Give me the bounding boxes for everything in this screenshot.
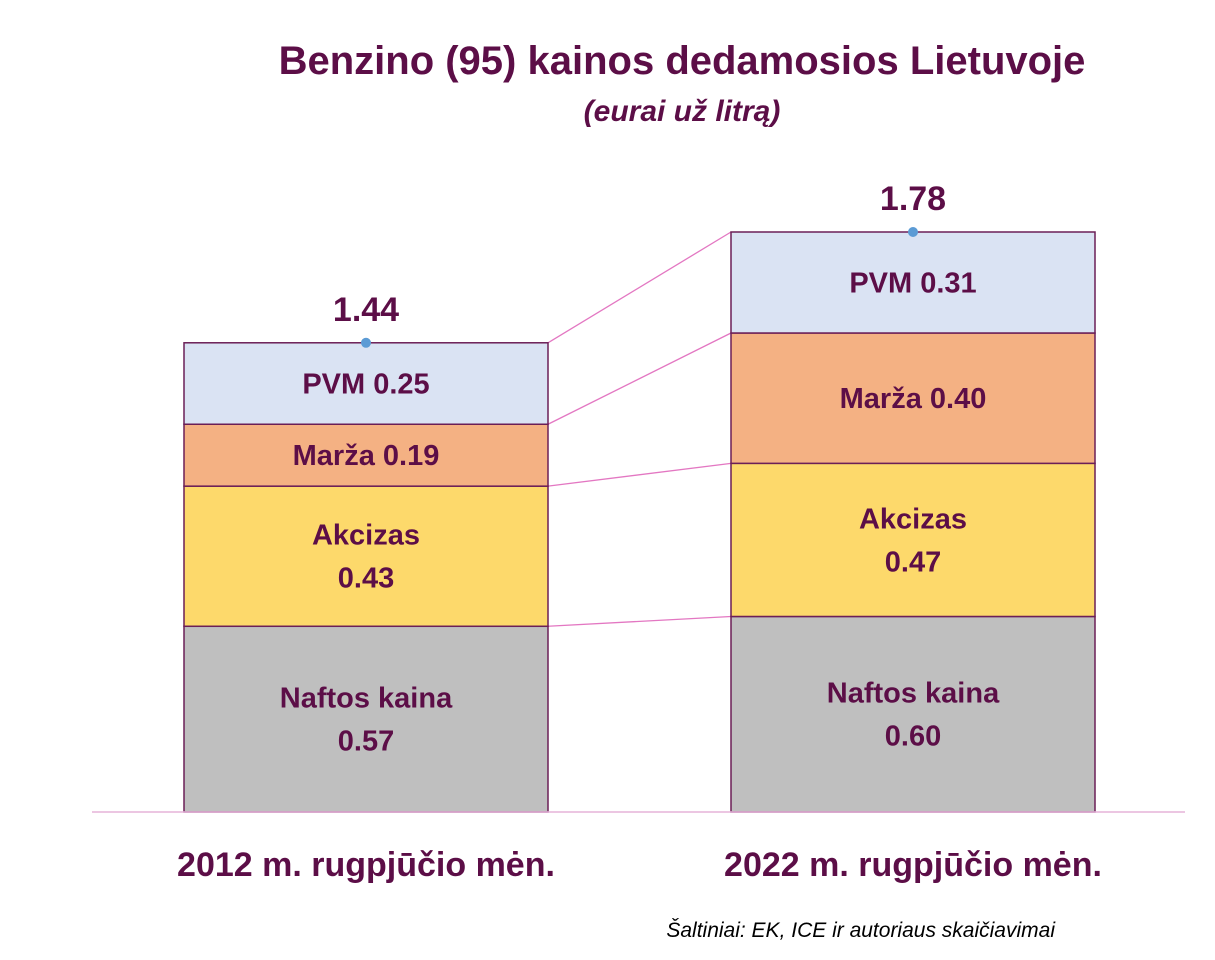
category-labels: 2012 m. rugpjūčio mėn. 2022 m. rugpjūčio … <box>177 846 1102 884</box>
segment-label-naftos-kaina-2: 0.60 <box>885 721 941 753</box>
bar-segment-pvm-2 <box>730 231 1096 334</box>
bar-segment-naftos-kaina-2 <box>730 615 1096 813</box>
connector-line-naftos-kaina <box>547 615 732 627</box>
total-marker-1 <box>361 337 371 348</box>
category-label-1: 2012 m. rugpjūčio mėn. <box>177 846 555 884</box>
total-labels: 1.44 1.78 <box>333 180 946 348</box>
segment-label-marza-2: Marža 0.40 <box>840 383 987 415</box>
bar-segment-pvm-1 <box>183 342 549 425</box>
total-label-1: 1.44 <box>333 291 399 329</box>
segment-label-pvm-1: PVM 0.25 <box>302 369 429 401</box>
category-label-2: 2022 m. rugpjūčio mėn. <box>724 846 1102 884</box>
bar-segment-marza-1 <box>183 423 549 487</box>
source-note: Šaltiniai: EK, ICE ir autoriaus skaičiav… <box>666 919 1056 942</box>
segment-label-akcizas-2: Akcizas <box>859 503 967 535</box>
segment-label-naftos-kaina-1: Naftos kaina <box>280 683 453 715</box>
connector-line-marza <box>547 332 732 425</box>
stacked-bars: Naftos kaina 0.57 Akcizas 0.43 Marža 0.19 PVM… <box>183 231 1096 813</box>
segment-label-naftos-kaina-2: Naftos kaina <box>827 678 1000 710</box>
bar-segment-naftos-kaina-1 <box>183 625 549 813</box>
connector-line-pvm <box>547 231 732 344</box>
bar-segment-akcizas-2 <box>730 462 1096 618</box>
chart-subtitle: (eurai už litrą) <box>584 95 781 128</box>
segment-label-akcizas-1: 0.43 <box>338 563 394 595</box>
segment-label-marza-1: Marža 0.19 <box>293 440 440 472</box>
segment-label-akcizas-2: 0.47 <box>885 546 941 578</box>
bar-segment-akcizas-1 <box>183 485 549 628</box>
chart-title: Benzino (95) kainos dedamosios Lietuvoje <box>279 39 1086 83</box>
segment-label-akcizas-1: Akcizas <box>312 520 420 552</box>
total-label-2: 1.78 <box>880 180 946 218</box>
connector-lines <box>547 231 732 627</box>
connector-line-akcizas <box>547 462 732 487</box>
segment-label-naftos-kaina-1: 0.57 <box>338 726 394 758</box>
total-marker-2 <box>908 227 918 237</box>
segment-label-pvm-2: PVM 0.31 <box>849 268 976 300</box>
